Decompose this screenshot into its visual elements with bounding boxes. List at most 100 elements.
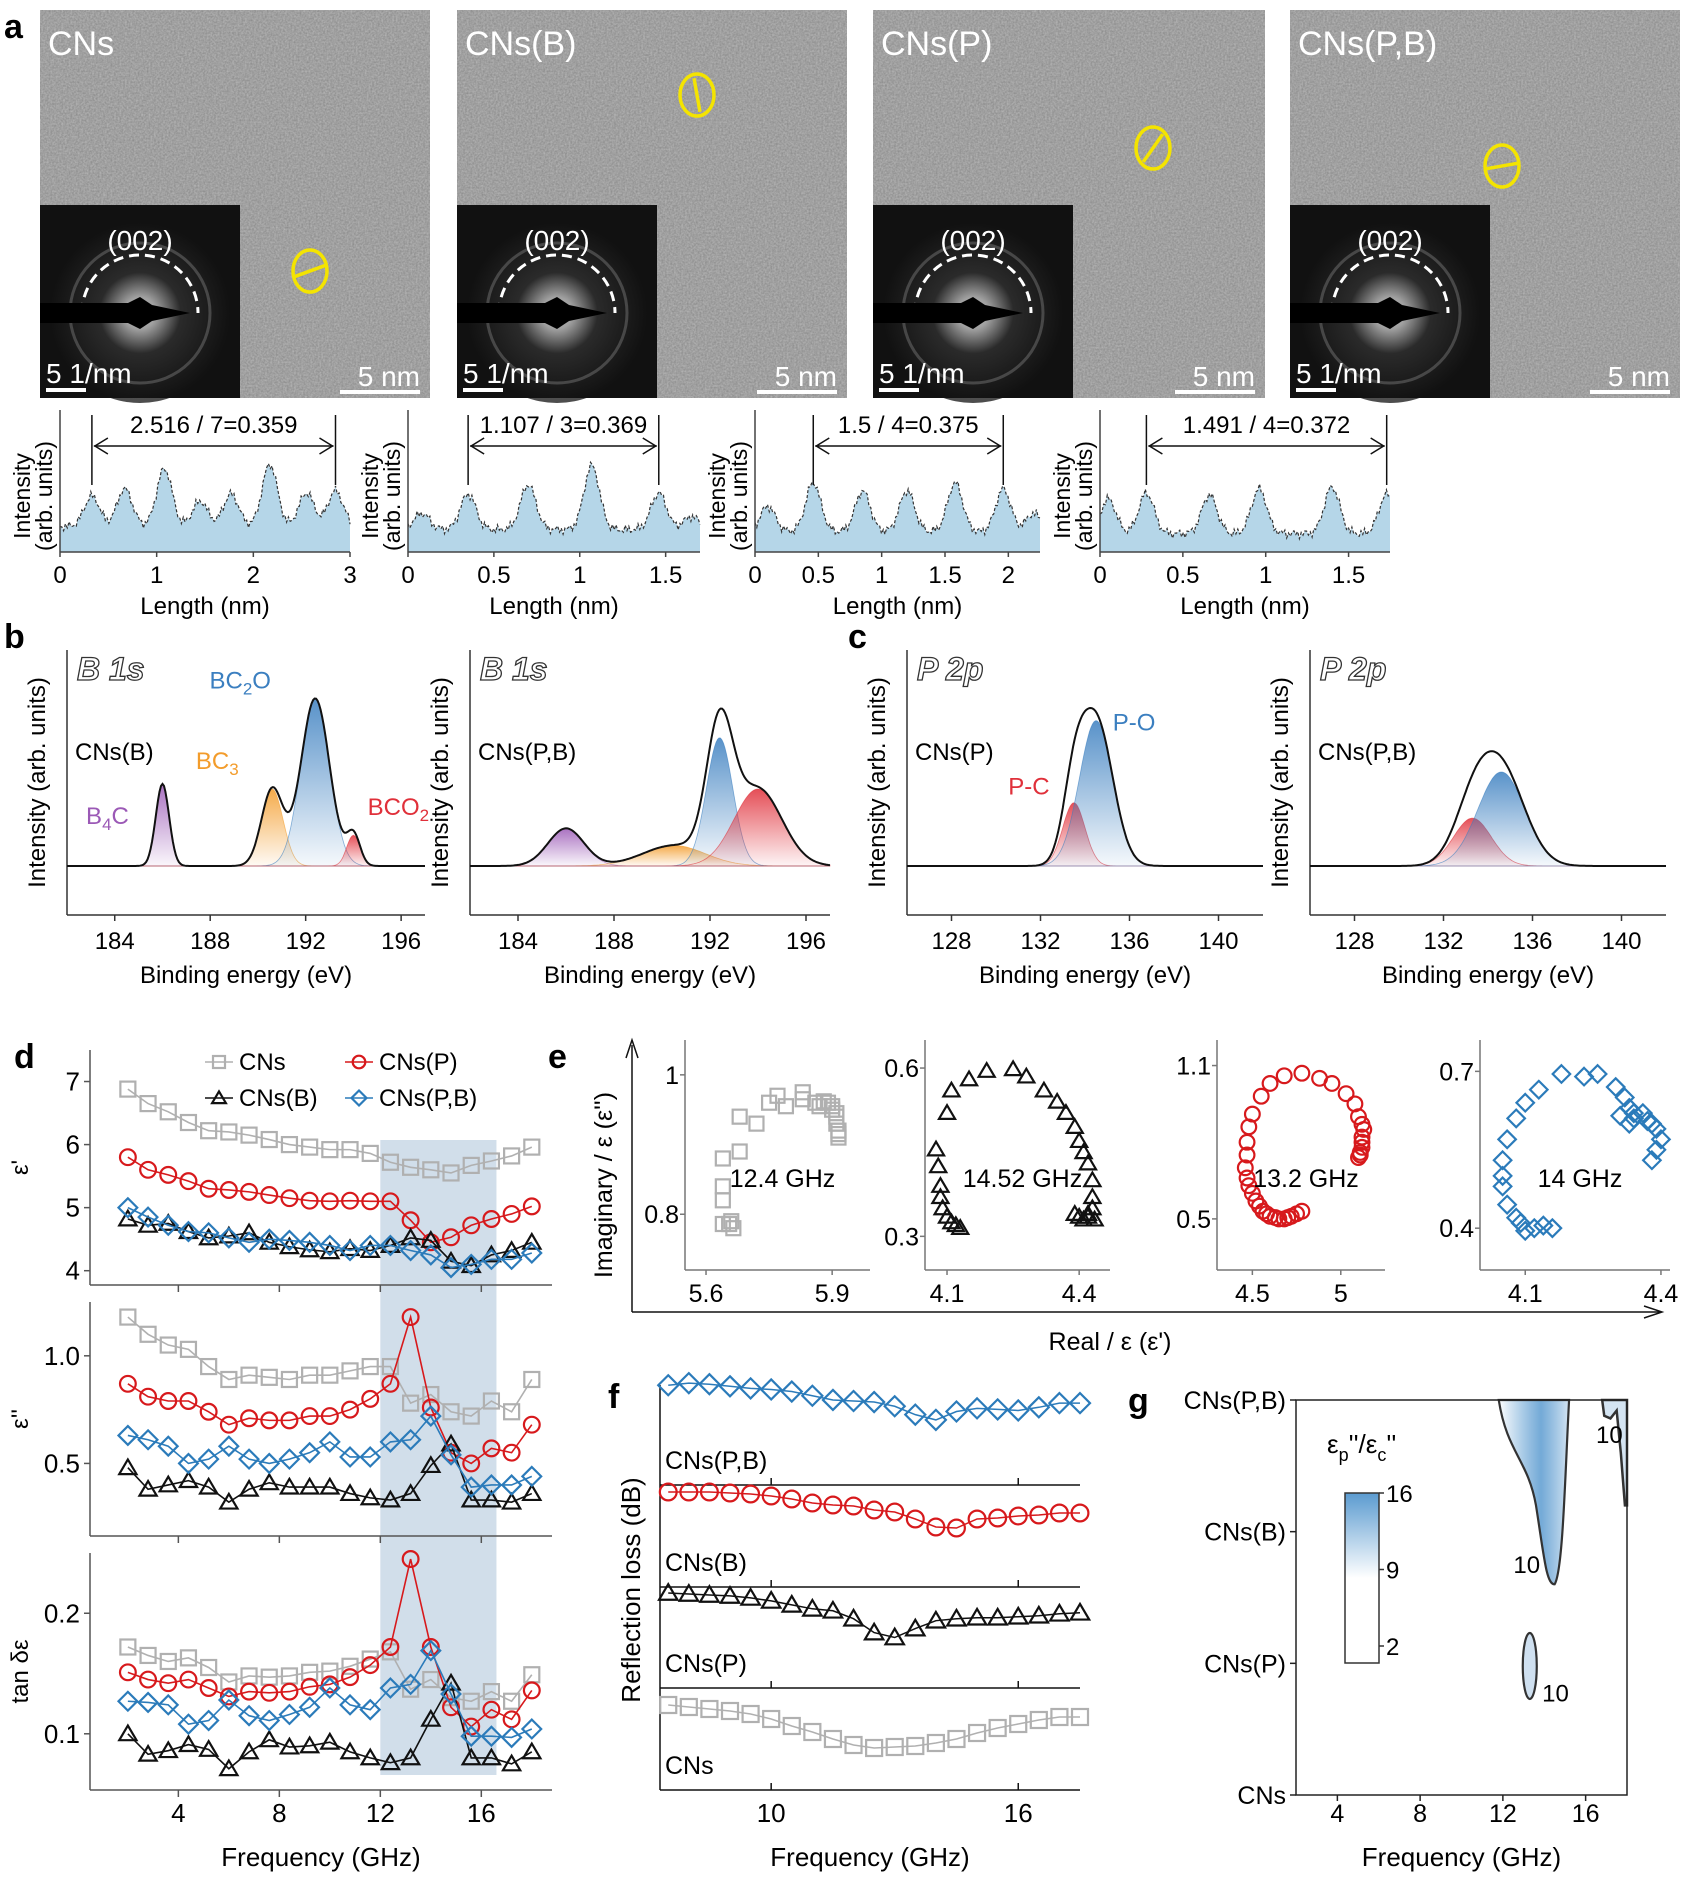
data-point (139, 1160, 158, 1179)
arrow-head-right (642, 437, 658, 455)
data-point (318, 1430, 341, 1453)
data-point (1355, 1120, 1373, 1138)
x-tick-label: 4 (171, 1798, 185, 1828)
data-point (718, 1374, 742, 1398)
data-point (965, 1606, 989, 1626)
component-label: BCO2 (368, 794, 429, 825)
data-point (381, 1374, 400, 1393)
data-point (731, 1143, 748, 1160)
lattice-marker-circle (1483, 143, 1521, 189)
data-point (520, 1465, 543, 1488)
x-axis-label: Length (nm) (140, 593, 269, 620)
x-tick-label: 132 (1020, 928, 1060, 955)
data-point (199, 1402, 218, 1421)
label-tail: C (112, 803, 129, 830)
data-point (159, 1336, 177, 1354)
data-point (520, 1718, 543, 1740)
data-point (830, 1129, 847, 1146)
data-point (739, 1376, 763, 1400)
data-point (200, 1122, 218, 1140)
label-sub: 2 (420, 806, 429, 825)
y-tick-label: 1.1 (1176, 1053, 1211, 1081)
data-point (137, 1428, 159, 1451)
data-point (220, 1370, 238, 1389)
series-cnsb (117, 1433, 543, 1510)
data-point (381, 1638, 400, 1656)
x-axis-label: Binding energy (eV) (1382, 962, 1594, 989)
y-arrow-head (625, 1037, 639, 1059)
core-level-title: P 2p (1320, 651, 1386, 687)
y-axis-label-line: (arb. units) (31, 441, 57, 551)
label-sub: 2 (243, 679, 252, 698)
data-point (460, 1253, 483, 1276)
x-tick-label: 4.1 (930, 1280, 965, 1308)
y-tick-label: 0.6 (884, 1055, 919, 1083)
data-point (1551, 1063, 1572, 1085)
data-point (1003, 1059, 1024, 1077)
component-label: B4C (86, 803, 129, 834)
data-point (811, 1098, 828, 1115)
legend-item: CNs (205, 1049, 286, 1076)
data-point (976, 1060, 997, 1078)
x-tick-label: 0 (401, 562, 414, 589)
data-point (260, 1130, 278, 1149)
data-point (741, 1704, 760, 1724)
legend-marker (349, 1088, 369, 1108)
data-point (986, 1397, 1010, 1421)
series-label: CNs(P,B) (665, 1447, 767, 1475)
data-point (482, 1683, 501, 1701)
data-point (300, 1677, 319, 1696)
envelope-fit (67, 697, 425, 867)
data-point (1078, 1204, 1098, 1221)
data-point (260, 1186, 279, 1205)
data-point (177, 1470, 200, 1489)
data-point (864, 1500, 884, 1520)
data-point (240, 1182, 259, 1201)
panel-letter-e: e (548, 1038, 567, 1076)
data-point (258, 1709, 281, 1732)
data-point (197, 1221, 220, 1244)
x-tick-label: 12 (1489, 1800, 1517, 1828)
x-tick-label: 5.9 (815, 1280, 850, 1308)
ring-label: (002) (107, 225, 172, 256)
data-point (1073, 1142, 1094, 1160)
cole-cole-plot: 4.5 5 0.5 1.1 13.2 GHz (1176, 1040, 1385, 1308)
data-point (137, 1691, 159, 1714)
data-point (238, 1222, 260, 1241)
data-point (521, 1741, 543, 1760)
data-point (759, 1377, 783, 1402)
x-axis-label: Length (nm) (833, 593, 962, 620)
line-profile: 0 0.5 1 1.5 2 Length (nm) Intensity(arb. units… (704, 410, 1041, 620)
sample-label: CNs(P) (881, 25, 992, 63)
x-tick-label: 1 (573, 562, 586, 589)
contour-region-cnsp (1521, 1631, 1538, 1701)
data-point (298, 1696, 321, 1719)
profile-area (60, 463, 350, 552)
x-axis-label: Frequency (GHz) (770, 1842, 969, 1872)
data-point (402, 1158, 420, 1176)
data-point (177, 1713, 200, 1736)
series-label: CNs(P) (665, 1650, 747, 1678)
data-point (179, 1172, 198, 1191)
data-point (280, 1135, 299, 1154)
legend-label: CNs(P) (379, 1049, 458, 1076)
data-point (442, 1403, 460, 1421)
data-point (238, 1704, 260, 1727)
data-point (117, 1457, 139, 1476)
inset-scale-label: 5 1/nm (879, 358, 965, 389)
data-point (400, 1747, 422, 1766)
data-point (480, 1725, 503, 1748)
data-point (967, 1723, 987, 1743)
data-point (218, 1491, 240, 1510)
data-point (217, 1226, 240, 1249)
x-tick-label: 140 (1198, 928, 1238, 955)
data-point (381, 1153, 400, 1171)
data-point (769, 1087, 786, 1104)
data-point (440, 1256, 462, 1279)
data-point (1243, 1105, 1261, 1123)
data-point (462, 1407, 480, 1425)
data-point (480, 1747, 502, 1766)
data-point (218, 1758, 240, 1777)
y-tick-label: 4 (66, 1256, 80, 1286)
data-point (1236, 1159, 1254, 1177)
